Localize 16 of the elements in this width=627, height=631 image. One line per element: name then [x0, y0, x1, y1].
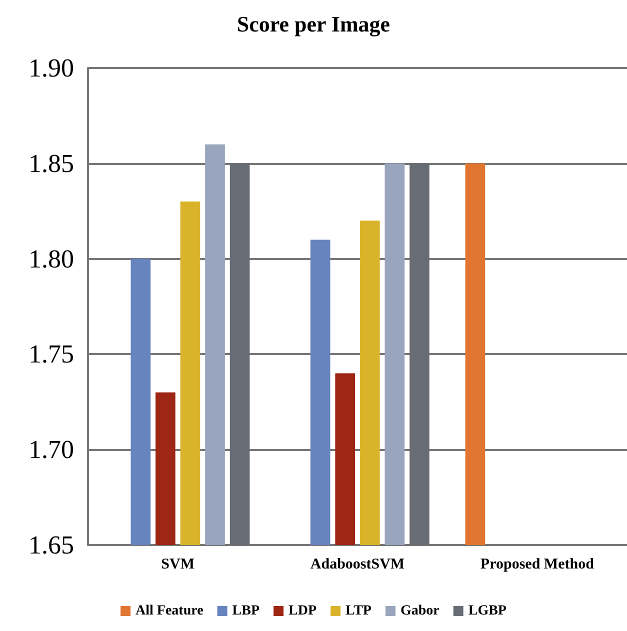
chart-title: Score per Image [236, 12, 390, 36]
legend-label: LGBP [468, 604, 507, 618]
y-tick-label: 1.85 [28, 148, 74, 178]
legend-label: All Feature [136, 604, 204, 618]
y-tick-label: 1.70 [28, 435, 74, 464]
x-tick-label: SVM [161, 556, 195, 572]
y-tick-label: 1.80 [28, 244, 74, 274]
y-tick-label: 1.75 [28, 340, 74, 369]
legend-label: LTP [346, 604, 372, 618]
legend-label: LBP [232, 604, 260, 618]
y-tick-label: 1.65 [28, 530, 74, 560]
x-tick-label: Proposed Method [480, 556, 595, 572]
x-tick-label: AdaboostSVM [310, 556, 405, 572]
legend-label: Gabor [400, 604, 440, 618]
y-tick-label: 1.90 [28, 54, 74, 82]
legend-label: LDP [288, 604, 317, 618]
